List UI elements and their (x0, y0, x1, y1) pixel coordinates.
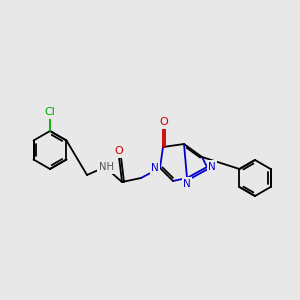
Text: N: N (183, 179, 191, 189)
Text: NH: NH (98, 162, 113, 172)
Text: O: O (115, 146, 123, 156)
Text: Cl: Cl (45, 107, 56, 117)
Text: N: N (151, 163, 159, 173)
Text: N: N (208, 162, 216, 172)
Text: O: O (160, 117, 168, 127)
